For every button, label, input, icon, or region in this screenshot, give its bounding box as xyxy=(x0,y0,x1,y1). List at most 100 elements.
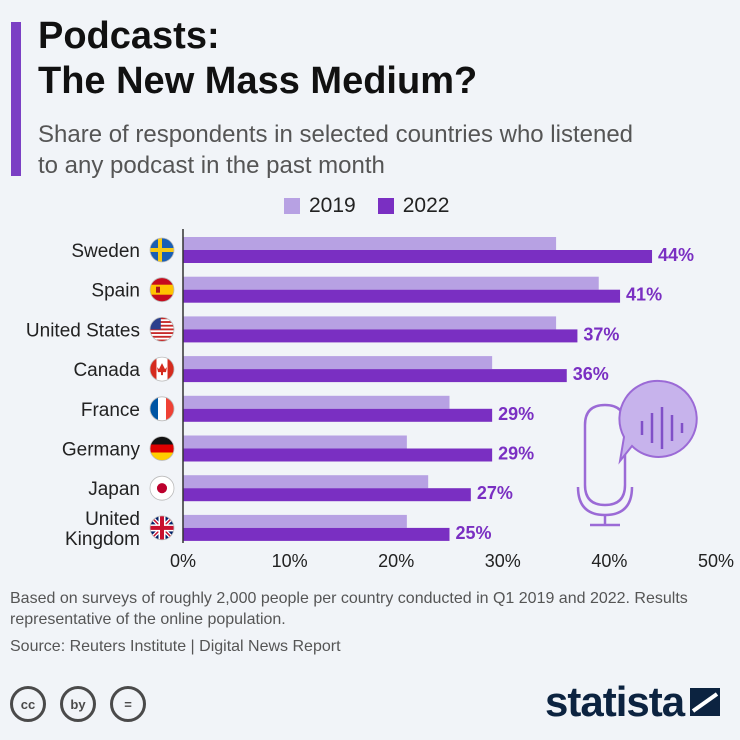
flag-sun xyxy=(156,483,168,494)
flag-cross-v xyxy=(158,238,162,262)
flag-spain-icon xyxy=(150,277,174,302)
flag-stripe xyxy=(150,328,174,331)
flag-outline xyxy=(149,237,175,263)
bar-2022 xyxy=(183,369,567,383)
statista-logo[interactable]: statista xyxy=(545,678,721,726)
footnote: Based on surveys of roughly 2,000 people… xyxy=(10,590,688,628)
flag-band xyxy=(150,284,174,295)
x-tick-label: 10% xyxy=(272,551,308,571)
value-label: 25% xyxy=(456,523,492,543)
value-label: 29% xyxy=(498,444,534,464)
bar-2022 xyxy=(183,408,493,422)
microphone-illustration-icon xyxy=(576,379,698,527)
category-label: Kingdom xyxy=(65,529,140,550)
category-label: Japan xyxy=(88,479,140,500)
flag-side-right xyxy=(167,357,174,382)
accent-bar xyxy=(11,22,21,176)
flag-japan-icon xyxy=(150,476,174,501)
flag-france-icon xyxy=(150,396,174,421)
brand-wordmark: statista xyxy=(545,678,685,725)
bar-2019 xyxy=(183,395,450,409)
legend-item-2019: 2019 xyxy=(284,194,356,218)
bar-2019 xyxy=(183,356,493,370)
category-label: United States xyxy=(26,320,140,341)
no-derivatives-icon[interactable]: = xyxy=(110,686,146,722)
value-label: 29% xyxy=(498,404,534,424)
flag-outline xyxy=(149,515,175,541)
flag-uk-icon xyxy=(150,515,174,540)
x-axis: 0% 10% 20% 30% 40% 50% xyxy=(170,229,734,571)
flag-side-left xyxy=(150,357,157,382)
title-line-2: The New Mass Medium? xyxy=(38,60,478,102)
category-label: Germany xyxy=(62,440,141,461)
flag-band-gold xyxy=(150,452,174,461)
bar-2019 xyxy=(183,316,557,330)
category-labels: Sweden Spain United States Canada France Germ… xyxy=(26,241,141,550)
category-label: Sweden xyxy=(71,241,140,262)
bar-2022 xyxy=(183,289,621,303)
category-label: United xyxy=(85,509,140,530)
flag-outline xyxy=(149,356,175,382)
flag-outline xyxy=(149,396,175,422)
flag-stripe xyxy=(150,324,174,327)
flag-outline xyxy=(149,436,175,461)
source: Source: Reuters Institute | Digital News… xyxy=(10,638,341,655)
x-tick-label: 0% xyxy=(170,551,196,571)
bar-2019 xyxy=(183,435,407,449)
flag-outline xyxy=(149,317,175,342)
flag-stripe xyxy=(150,339,174,342)
attribution-icon[interactable]: by xyxy=(60,686,96,722)
value-label: 41% xyxy=(626,285,662,305)
statista-mark-icon xyxy=(690,688,721,716)
flag-band-red xyxy=(166,396,174,421)
legend-label-2019: 2019 xyxy=(309,194,356,217)
flag-band-white xyxy=(158,396,166,421)
flag-band-red xyxy=(150,444,174,453)
value-label: 44% xyxy=(658,245,694,265)
bar-2022 xyxy=(183,488,471,502)
flag-sweden-icon xyxy=(150,238,174,262)
x-tick-label: 50% xyxy=(698,551,734,571)
bar-2019 xyxy=(183,276,599,290)
value-label: 27% xyxy=(477,483,513,503)
flag-stripe xyxy=(150,317,174,320)
flag-canton xyxy=(150,317,161,330)
flag-leaf xyxy=(157,363,167,376)
bar-2019 xyxy=(183,514,407,528)
bar-2019 xyxy=(183,237,557,250)
legend-swatch-2019 xyxy=(284,198,300,214)
category-label: Canada xyxy=(73,360,140,381)
legend-swatch-2022 xyxy=(377,198,394,214)
flag-stripe xyxy=(150,332,174,335)
value-label: 37% xyxy=(583,324,619,344)
flag-band-black xyxy=(150,436,174,445)
bar-2022 xyxy=(183,250,653,263)
flag-outline xyxy=(149,277,175,303)
flag-stripe xyxy=(150,321,174,323)
bar-2022 xyxy=(183,448,493,462)
category-label: France xyxy=(81,400,140,421)
flags-group xyxy=(149,237,175,541)
flag-outline xyxy=(149,475,175,501)
bar-2022 xyxy=(183,329,578,343)
flag-emblem xyxy=(156,286,160,293)
category-label: Spain xyxy=(91,281,140,302)
bar-2019 xyxy=(183,475,429,489)
bars-group: 44% 41% 37% 36% 29% 29% 27% 25% xyxy=(183,237,694,543)
flag-canada-icon xyxy=(150,357,174,382)
bar-chart: 44% 41% 37% 36% 29% 29% 27% 25% Sweden Spain Unit… xyxy=(26,229,734,571)
x-tick-label: 20% xyxy=(378,551,414,571)
chart-title: Podcasts: The New Mass Medium? xyxy=(38,14,477,104)
legend-label-2022: 2022 xyxy=(402,194,450,217)
chart-subtitle: Share of respondents in selected countri… xyxy=(38,121,634,179)
flag-cross-v-red xyxy=(160,515,164,540)
x-tick-label: 30% xyxy=(485,551,521,571)
flag-stripe xyxy=(150,335,174,338)
flag-band-blue xyxy=(150,396,158,421)
value-label: 36% xyxy=(573,364,609,384)
title-line-1: Podcasts: xyxy=(38,15,220,57)
license-icons: cc by = xyxy=(10,686,160,722)
flag-germany-icon xyxy=(150,436,174,461)
creative-commons-icon[interactable]: cc xyxy=(10,686,46,722)
bar-2022 xyxy=(183,527,450,541)
